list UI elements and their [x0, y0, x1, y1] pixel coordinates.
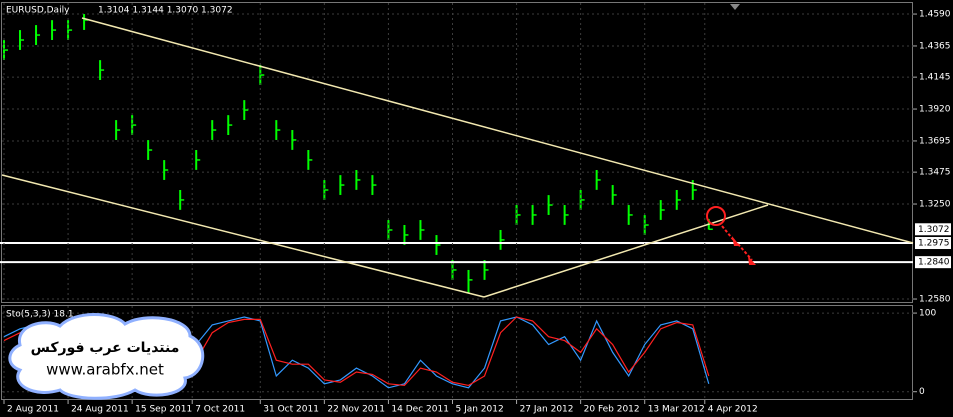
arrow-head	[748, 256, 756, 265]
x-tick-label: 31 Oct 2011	[263, 405, 319, 415]
x-tick-label: 15 Sep 2011	[135, 405, 192, 415]
y-tick-label: 1.4590	[919, 10, 951, 20]
arrow-line	[737, 243, 753, 261]
y-tick-label: 1.3250	[919, 200, 951, 210]
shift-marker	[730, 4, 740, 10]
x-tick-label: 5 Jan 2012	[455, 405, 503, 415]
plot: 1.4590 1.4365 1.4145 1.3920 1.3695 1.3475 1.32…	[0, 3, 951, 415]
x-tick-label: 14 Dec 2011	[391, 405, 449, 415]
x-tick-label: 22 Nov 2011	[327, 405, 385, 415]
x-tick-label: 27 Jan 2012	[520, 405, 574, 415]
chart-title: EURUSD,Daily	[6, 6, 70, 16]
level-label-box	[915, 237, 951, 250]
watermark-text: منتديات عرب فوركس	[31, 340, 180, 356]
trend-line	[483, 204, 769, 298]
level-label: 1.2840	[918, 258, 950, 268]
x-tick-label: 20 Feb 2012	[584, 405, 640, 415]
arrow	[721, 225, 753, 261]
indicator-title: Sto(5,3,3) 18.1	[6, 310, 74, 320]
x-tick-label: 7 Oct 2011	[195, 405, 245, 415]
x-tick-label: 4 Apr 2012	[708, 405, 758, 415]
level-label-box	[915, 256, 951, 269]
trend-lines	[1, 17, 914, 298]
bid-label: 1.3072	[918, 225, 950, 235]
y-tick-label: 1.4145	[919, 73, 951, 83]
watermark-url: www.arabfx.net	[46, 361, 164, 379]
ohlc-values: 1.3104 1.3144 1.3070 1.3072	[98, 6, 233, 16]
x-tick-label: 24 Aug 2011	[71, 405, 129, 415]
y-tick-label: 1.3475	[919, 168, 951, 178]
y-tick-label: 100	[919, 309, 936, 319]
y-tick-label: 0	[919, 387, 925, 397]
y-tick-label: 1.3695	[919, 136, 951, 146]
x-tick-label: 2 Aug 2011	[7, 405, 59, 415]
bid-label-box	[915, 223, 951, 236]
arrow-head	[732, 236, 740, 246]
x-tick-label: 13 Mar 2012	[648, 405, 705, 415]
watermark-cloud	[8, 313, 205, 400]
trend-line	[1, 174, 485, 298]
y-tick-label: 1.4365	[919, 41, 951, 51]
watermark: منتديات عرب فوركس www.arabfx.net	[8, 313, 205, 400]
trend-line	[81, 17, 914, 244]
level-label: 1.2975	[918, 239, 950, 249]
arrow-line	[721, 225, 737, 244]
stoch-frame	[1, 305, 913, 400]
highlight-circle	[706, 206, 726, 226]
y-tick-label: 1.2580	[919, 295, 951, 305]
y-tick-label: 1.3920	[919, 105, 951, 115]
main-frame	[1, 2, 913, 303]
